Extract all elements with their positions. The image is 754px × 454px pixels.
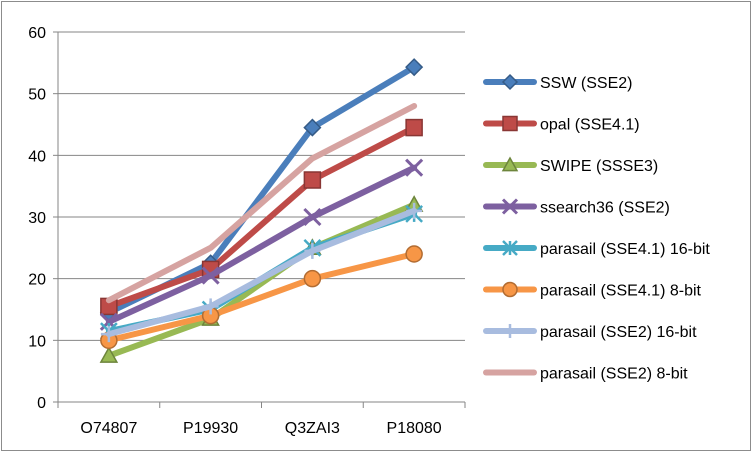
x-tick-label: P19930 <box>183 420 238 437</box>
marker-stroke <box>201 266 220 285</box>
legend-item: SSW (SSE2) <box>483 73 632 92</box>
legend-label: parasail (SSE2) 8-bit <box>540 366 688 383</box>
legend-marker <box>501 198 519 215</box>
legend-marker <box>503 324 517 338</box>
y-tick-label: 60 <box>28 25 46 42</box>
legend-label: SSW (SSE2) <box>540 75 632 92</box>
series-line <box>105 251 418 344</box>
data-point <box>304 242 321 259</box>
legend-marker <box>502 115 518 132</box>
series-6 <box>100 202 423 343</box>
legend-marker <box>501 73 519 91</box>
legend-marker <box>502 240 518 256</box>
legend-item: parasail (SSE2) 8-bit <box>483 366 688 383</box>
x-tick-labels: O74807 P19930 Q3ZAI3 P18080 <box>80 420 441 437</box>
y-tick-label: 40 <box>28 148 46 165</box>
legend-label: SWIPE (SSSE3) <box>540 158 658 175</box>
data-point <box>202 298 219 315</box>
data-point <box>303 118 322 137</box>
series-line <box>105 164 418 325</box>
y-tick-label: 10 <box>28 333 46 350</box>
data-point <box>405 158 424 177</box>
y-tick-label: 50 <box>28 87 46 104</box>
marker-stroke <box>405 158 424 177</box>
axes <box>53 31 466 408</box>
series-5 <box>100 245 423 350</box>
data-point <box>303 207 322 227</box>
data-point <box>405 118 423 137</box>
legend-label: ssearch36 (SSE2) <box>540 200 670 217</box>
x-tick-label: Q3ZAI3 <box>285 420 340 437</box>
legend-marker <box>501 156 519 172</box>
data-point <box>100 326 117 343</box>
series-line <box>105 201 418 359</box>
y-tick-label: 20 <box>28 272 46 289</box>
data-point <box>99 346 119 363</box>
legend-item: parasail (SSE2) 16-bit <box>483 324 697 341</box>
legend-item: parasail (SSE4.1) 16-bit <box>483 240 710 258</box>
data-point <box>406 202 423 219</box>
legend-label: parasail (SSE4.1) 16-bit <box>540 241 710 258</box>
marker-stroke <box>303 207 322 227</box>
x-tick-label: P18080 <box>387 420 442 437</box>
legend-item: ssearch36 (SSE2) <box>483 198 670 217</box>
data-point <box>201 266 220 285</box>
data-point <box>405 58 424 77</box>
y-tick-labels: 0 10 20 30 40 50 60 <box>28 25 46 412</box>
legend-label: opal (SSE4.1) <box>540 117 640 134</box>
marker-stroke <box>501 198 519 215</box>
legend-item: opal (SSE4.1) <box>483 115 640 134</box>
data-point <box>303 171 322 189</box>
legend-label: parasail (SSE4.1) 8-bit <box>540 283 702 300</box>
series-line <box>105 103 418 304</box>
data-point <box>303 269 322 288</box>
x-tick-label: O74807 <box>80 420 137 437</box>
y-tick-label: 0 <box>37 395 46 412</box>
y-tick-label: 30 <box>28 210 46 227</box>
gridlines <box>58 31 465 341</box>
legend-label: parasail (SSE2) 16-bit <box>540 324 697 341</box>
legend-item: parasail (SSE4.1) 8-bit <box>483 281 702 300</box>
series-7 <box>105 103 418 304</box>
series-line <box>105 207 418 338</box>
legend: SSW (SSE2) opal (SSE4.1) SWIPE (SSSE3) ssea… <box>483 73 710 383</box>
legend-marker <box>502 281 518 298</box>
series-3 <box>99 158 424 331</box>
legend-item: SWIPE (SSSE3) <box>483 156 658 175</box>
series-lines <box>99 58 424 363</box>
data-point <box>405 245 423 263</box>
series-line <box>105 124 418 310</box>
